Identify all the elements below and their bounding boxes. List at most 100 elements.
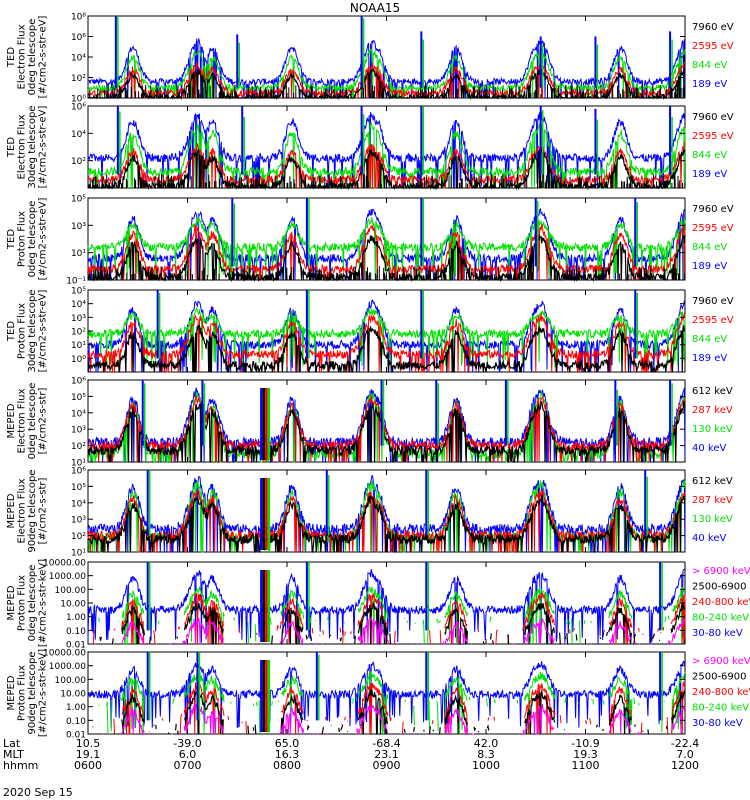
y-tick-label: 10⁵	[71, 287, 86, 297]
x-axis-row-label: Lat	[3, 737, 21, 750]
legend-entry: 2595 eV	[692, 223, 734, 234]
y-tick-label: 10²	[71, 157, 86, 167]
legend-entry: 80-240 keV	[692, 613, 749, 624]
y-axis-label: [#/cm2-s-str-eV]	[38, 106, 49, 189]
series-magenta-line	[93, 615, 686, 646]
y-tick-label: 10²	[71, 328, 86, 338]
series-black-line	[99, 600, 686, 645]
y-tick-label: 10⁸	[71, 13, 86, 23]
y-tick-label: 10⁰	[71, 355, 86, 365]
injection-bar-green	[267, 388, 271, 460]
y-tick-label: 10²	[71, 442, 86, 452]
date-label: 2020 Sep 15	[3, 786, 73, 799]
y-axis-label: TED	[6, 321, 17, 342]
legend-entry: 287 keV	[692, 405, 733, 416]
injection-bar-blue	[260, 388, 263, 460]
y-axis-label: Proton Flux	[17, 303, 28, 359]
legend-entry: 287 keV	[692, 495, 733, 506]
y-tick-label: 10⁴	[71, 130, 86, 140]
chart-title: NOAA15	[349, 1, 401, 15]
injection-bar-red	[265, 570, 268, 642]
y-tick-label: 10.00	[60, 690, 86, 700]
y-tick-label: 10²	[71, 532, 86, 542]
x-tick-lat: 42.0	[474, 737, 499, 750]
x-axis-row-label: hhmm	[3, 759, 38, 772]
y-axis-label: 90deg telescope	[27, 651, 38, 734]
series-black-line	[92, 689, 686, 735]
injection-bar-green	[267, 570, 271, 642]
y-tick-label: 10⁶	[71, 103, 86, 113]
y-axis-label: MEPED	[6, 675, 17, 710]
series-red-line	[87, 312, 686, 373]
legend-entry: 189 eV	[692, 169, 727, 180]
x-tick-hhmm: 0800	[273, 759, 301, 772]
series-red-line	[113, 680, 686, 735]
y-tick-label: 10¹	[71, 459, 86, 469]
y-tick-label: 100.00	[55, 676, 87, 686]
x-tick-hhmm: 1200	[671, 759, 699, 772]
injection-bar-green	[267, 660, 271, 732]
injection-bar-blue	[260, 660, 263, 732]
x-tick-mlt: 19.3	[573, 748, 598, 761]
x-tick-mlt: 8.3	[477, 748, 495, 761]
legend-entry: 240-800 keV	[692, 597, 750, 608]
legend-entry: 130 keV	[692, 424, 733, 435]
x-tick-lat: -22.4	[671, 737, 699, 750]
x-tick-mlt: 6.0	[179, 748, 197, 761]
x-tick-mlt: 16.3	[275, 748, 300, 761]
x-tick-lat: 10.5	[76, 737, 101, 750]
series-blue-line	[87, 37, 686, 99]
dropout-marks	[89, 84, 686, 98]
legend-entry: 612 keV	[692, 386, 733, 397]
series-black-line	[87, 400, 686, 463]
x-axis-row-label: MLT	[3, 748, 24, 761]
legend-entry: 612 keV	[692, 476, 733, 487]
x-tick-mlt: 23.1	[374, 748, 399, 761]
y-tick-label: 10⁴	[71, 300, 86, 310]
y-tick-label: 10⁰	[71, 95, 86, 105]
series-green-line	[87, 306, 686, 368]
legend-entry: 7960 eV	[692, 296, 734, 307]
series-green-line	[87, 47, 686, 99]
y-tick-label: 1000.00	[49, 572, 86, 582]
y-tick-label: 10⁻¹	[66, 277, 86, 287]
y-tick-label: 1.00	[66, 703, 86, 713]
y-axis-label: 30deg telescope	[27, 105, 38, 188]
legend-entry: 7960 eV	[692, 204, 734, 215]
legend-entry: 7960 eV	[692, 22, 734, 33]
series-red-line	[87, 142, 686, 189]
y-axis-label: TED	[6, 47, 17, 68]
y-tick-label: 10⁴	[71, 409, 86, 419]
legend-entry: 130 keV	[692, 514, 733, 525]
y-axis-label: 0deg telescope	[27, 565, 38, 642]
legend-entry: 844 eV	[692, 150, 727, 161]
series-black-line	[87, 494, 686, 553]
y-tick-label: 1000.00	[49, 662, 86, 672]
y-tick-label: 10³	[71, 516, 86, 526]
series-magenta-line	[90, 703, 686, 736]
y-tick-label: 10⁶	[71, 467, 86, 477]
legend-entry: 30-80 keV	[692, 628, 743, 639]
injection-bar-red	[265, 478, 268, 550]
legend-entry: 40 keV	[692, 443, 726, 454]
y-axis-label: MEPED	[6, 493, 17, 528]
y-axis-label: 90deg telescope	[27, 469, 38, 552]
y-axis-label: [#/cm2-s-str-eV]	[38, 198, 49, 281]
y-axis-label: Electron Flux	[17, 114, 28, 179]
y-tick-label: 0.01	[66, 731, 86, 741]
y-tick-label: 10000.00	[43, 559, 86, 569]
y-tick-label: 1.00	[66, 613, 86, 623]
legend-entry: > 6900 keV	[692, 656, 750, 667]
dropout-marks	[89, 266, 686, 280]
series-blue-line	[87, 387, 686, 463]
x-tick-lat: -68.4	[372, 737, 400, 750]
y-tick-label: 10²	[71, 74, 86, 84]
y-tick-label: 10³	[71, 314, 86, 324]
injection-bar-black	[262, 570, 266, 642]
y-axis-label: [#/cm2-s-str-eV]	[38, 290, 49, 373]
x-tick-lat: -39.0	[173, 737, 201, 750]
x-tick-mlt: 19.1	[76, 748, 101, 761]
y-tick-label: 10⁶	[71, 377, 86, 387]
y-axis-label: [#/cm2-s-str]	[38, 387, 49, 454]
